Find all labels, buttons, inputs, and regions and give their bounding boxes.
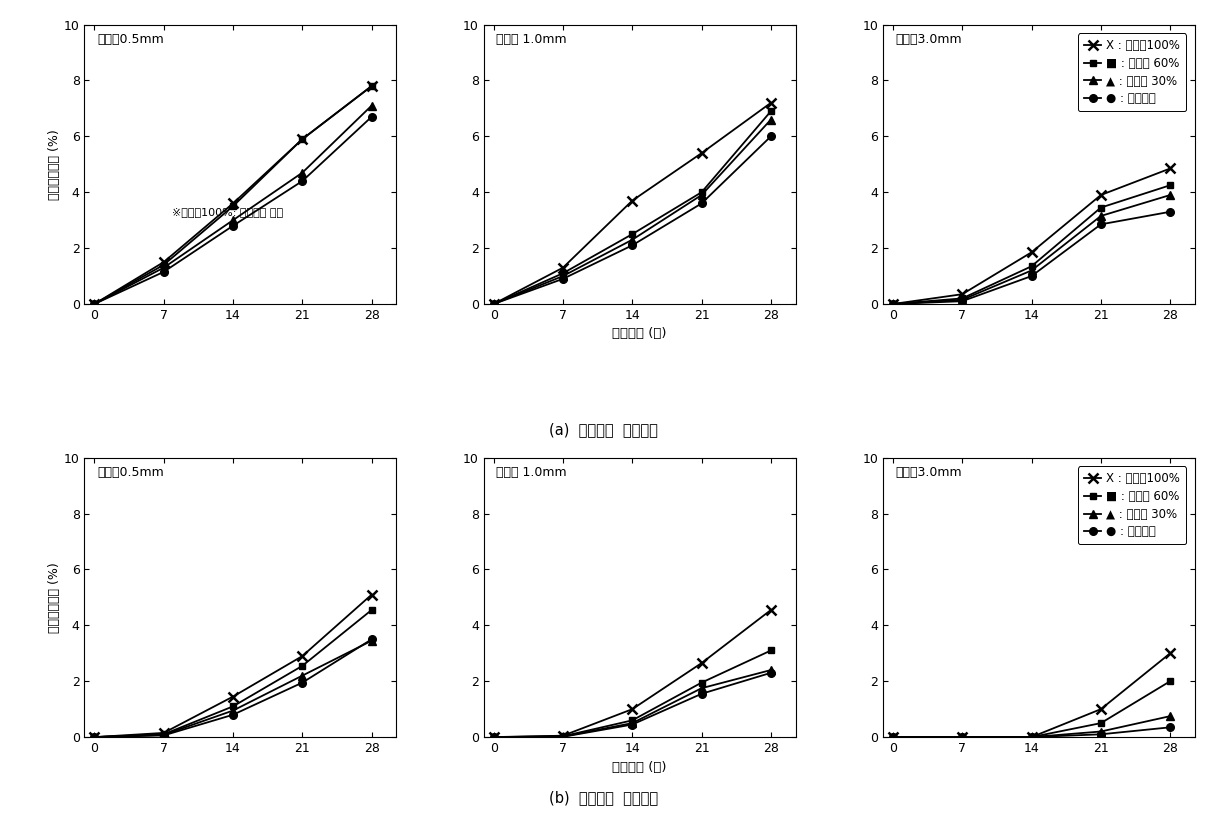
Legend: X : 신장률100%, ■ : 신장률 60%, ▲ : 신장률 30%, ● : 신장없음: X : 신장률100%, ■ : 신장률 60%, ▲ : 신장률 30%, ●… [1078,34,1186,111]
Text: (a)  우레탄계  도막재료: (a) 우레탄계 도막재료 [549,422,658,437]
Text: ※신장률100%: 방수층이 파단: ※신장률100%: 방수층이 파단 [171,206,282,217]
Legend: X : 신장률100%, ■ : 신장률 60%, ▲ : 신장률 30%, ● : 신장없음: X : 신장률100%, ■ : 신장률 60%, ▲ : 신장률 30%, ●… [1078,466,1186,545]
Text: 막두께3.0mm: 막두께3.0mm [896,466,962,479]
Text: 막두께 1.0mm: 막두께 1.0mm [496,466,567,479]
Y-axis label: 탄산가스노도 (%): 탄산가스노도 (%) [48,129,62,200]
Y-axis label: 탄산가스노도 (%): 탄산가스노도 (%) [48,562,62,633]
Text: 막두께 1.0mm: 막두께 1.0mm [496,33,567,46]
X-axis label: 시험기간 (일): 시험기간 (일) [612,761,667,773]
Text: 막두께3.0mm: 막두께3.0mm [896,33,962,46]
Text: 막두께0.5mm: 막두께0.5mm [97,466,164,479]
Text: 막두께0.5mm: 막두께0.5mm [97,33,164,46]
X-axis label: 시험기간 (일): 시험기간 (일) [612,328,667,341]
Text: (b)  아크릴계  도막재료: (b) 아크릴계 도막재료 [549,790,658,805]
